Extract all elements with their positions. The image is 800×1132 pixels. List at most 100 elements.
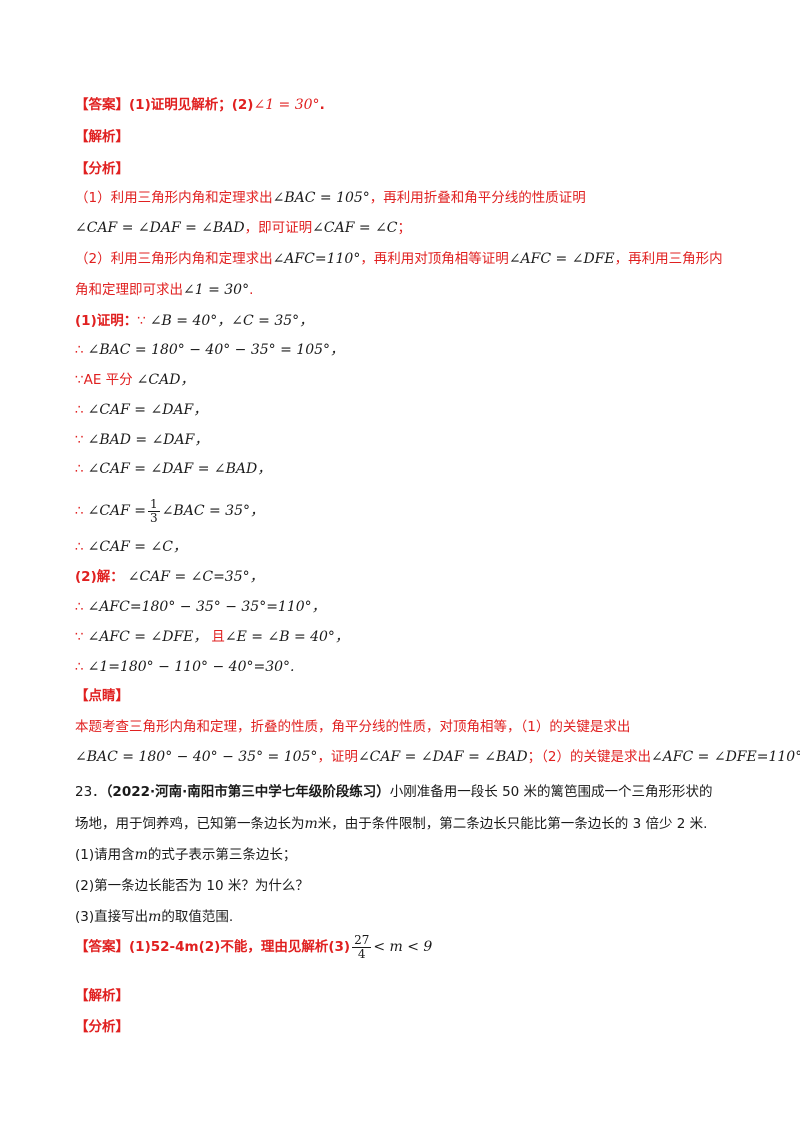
since-symbol: ∵ <box>75 432 84 448</box>
answer-end: . <box>319 97 325 113</box>
fraction-numerator: 27 <box>352 932 372 948</box>
therefore-symbol: ∴ <box>75 503 84 519</box>
analysis-2-line-1: （2）利用三角形内角和定理求出∠AFC=110°，再利用对顶角相等证明∠AFC … <box>75 249 723 269</box>
analysis-math: ∠CAF = ∠DAF = ∠BAD <box>75 220 245 236</box>
q23-jiexi-heading: 【解析】 <box>75 988 129 1004</box>
proof-math: ∠1=180° − 110° − 40°=30°. <box>87 659 295 675</box>
sub-question-3: (3)直接写出m的取值范围. <box>75 907 233 927</box>
proof-math: ∠CAF = ∠DAF， <box>87 402 208 418</box>
proof-math: ∠AFC=180° − 35° − 35°=110°， <box>87 599 326 615</box>
answer-math: < m < 9 <box>373 939 433 955</box>
proof-step: ∵AE 平分 ∠CAD， <box>75 370 194 390</box>
answer-tag: 【答案】 <box>75 939 129 955</box>
proof-step: ∴ ∠BAC = 180° − 40° − 35° = 105°， <box>75 340 344 360</box>
since-symbol: ∵ <box>75 629 84 645</box>
analysis-text: 角和定理即可求出 <box>75 282 183 298</box>
dianjing-line-1: 本题考查三角形内角和定理，折叠的性质，角平分线的性质，对顶角相等，（1）的关键是… <box>75 719 631 735</box>
therefore-symbol: ∴ <box>75 539 84 555</box>
proof-step-fraction: ∴ ∠CAF = 1 3 ∠BAC = 35°， <box>75 496 264 526</box>
fraction-27-4: 27 4 <box>352 932 372 961</box>
proof-math: ∠BAC = 180° − 40° − 35° = 105°， <box>87 342 345 358</box>
proof-math: ∠BAC = 35°， <box>161 503 264 519</box>
fenxi-heading: 【分析】 <box>75 161 129 177</box>
dianjing-math: ∠CAF = ∠DAF = ∠BAD <box>357 749 528 765</box>
analysis-2-line-2: 角和定理即可求出∠1 = 30°. <box>75 280 253 300</box>
analysis-math: ∠AFC=110° <box>272 251 361 267</box>
analysis-text: ，再利用对顶角相等证明 <box>360 251 509 267</box>
analysis-text: （2）利用三角形内角和定理求出 <box>75 251 273 267</box>
dianjing-text: ，证明 <box>317 749 358 765</box>
proof-2-line: (2)解： ∠CAF = ∠C=35°， <box>75 567 264 587</box>
jiexi-heading: 【解析】 <box>75 129 129 145</box>
therefore-symbol: ∴ <box>75 599 84 615</box>
therefore-symbol: ∴ <box>75 402 84 418</box>
analysis-math: ∠CAF = ∠C <box>312 220 398 236</box>
proof-1-line: (1)证明：∵ ∠B = 40°，∠C = 35°， <box>75 311 313 331</box>
question-stem: 米，由于条件限制，第二条边长只能比第一条边长的 3 倍少 2 米. <box>317 816 708 832</box>
analysis-text: ； <box>397 220 412 236</box>
answer-text: (1)52-4m(2)不能，理由见解析(3) <box>129 939 351 955</box>
proof-math: ∠B = 40°，∠C = 35°， <box>149 313 314 329</box>
fraction-denominator: 3 <box>150 510 158 525</box>
dianjing-heading: 【点睛】 <box>75 688 129 704</box>
variable-m: m <box>148 909 162 925</box>
question-23-line-1: 23．（2022·河南·南阳市第三中学七年级阶段练习）小刚准备用一段长 50 米… <box>75 782 713 802</box>
proof-math: ∠AFC = ∠DFE， <box>87 629 208 645</box>
fraction-numerator: 1 <box>148 496 160 512</box>
q23-fenxi-heading: 【分析】 <box>75 1019 129 1035</box>
analysis-text: ，即可证明 <box>244 220 313 236</box>
analysis-math: ∠BAC = 105° <box>272 190 370 206</box>
therefore-symbol: ∴ <box>75 342 84 358</box>
dianjing-math: ∠AFC = ∠DFE=110° <box>650 749 800 765</box>
analysis-math: ∠1 = 30° <box>183 282 250 298</box>
sub-question-2: (2)第一条边长能否为 10 米？为什么？ <box>75 878 309 894</box>
proof-step: ∵ ∠AFC = ∠DFE， 且∠E = ∠B = 40°， <box>75 627 349 647</box>
proof-step: ∴ ∠CAF = ∠DAF， <box>75 400 207 420</box>
question-23-line-2: 场地，用于饲养鸡，已知第一条边长为m米，由于条件限制，第二条边长只能比第一条边长… <box>75 814 707 834</box>
question-text: 的式子表示第三条边长； <box>147 847 297 863</box>
proof-step: ∴ ∠AFC=180° − 35° − 35°=110°， <box>75 597 326 617</box>
q23-answer-line: 【答案】(1)52-4m(2)不能，理由见解析(3) 27 4 < m < 9 <box>75 932 432 962</box>
answer-line: 【答案】(1)证明见解析；(2)∠1 = 30°. <box>75 95 325 115</box>
analysis-text: （1）利用三角形内角和定理求出 <box>75 190 273 206</box>
analysis-text: ，再利用折叠和角平分线的性质证明 <box>369 190 586 206</box>
question-text: (1)请用含 <box>75 847 135 863</box>
question-text: 的取值范围. <box>161 909 234 925</box>
variable-m: m <box>304 816 318 832</box>
question-text: (3)直接写出 <box>75 909 149 925</box>
proof-step: ∵ ∠BAD = ∠DAF， <box>75 430 208 450</box>
variable-m: m <box>134 847 148 863</box>
dianjing-math: ∠BAC = 180° − 40° − 35° = 105° <box>75 749 318 765</box>
proof-math: ∠CAD， <box>136 372 195 388</box>
proof-text: 且 <box>211 629 225 645</box>
proof-step: ∴ ∠CAF = ∠C， <box>75 537 187 557</box>
question-source: （2022·河南·南阳市第三中学七年级阶段练习） <box>105 784 390 800</box>
question-stem: 小刚准备用一段长 50 米的篱笆围成一个三角形形状的 <box>389 784 713 800</box>
analysis-1-line-2: ∠CAF = ∠DAF = ∠BAD，即可证明∠CAF = ∠C； <box>75 218 411 238</box>
answer-text: (1)证明见解析；(2) <box>129 97 254 113</box>
proof-text: AE 平分 <box>83 372 133 388</box>
analysis-math: ∠AFC = ∠DFE <box>508 251 615 267</box>
analysis-text: . <box>249 282 254 298</box>
proof-math: ∠CAF = ∠C， <box>87 539 187 555</box>
proof-label: (2)解： <box>75 569 124 585</box>
since-symbol: ∵ <box>75 372 84 388</box>
therefore-symbol: ∴ <box>75 461 84 477</box>
proof-math: ∠CAF = ∠C=35°， <box>127 569 264 585</box>
analysis-text: ，再利用三角形内 <box>614 251 723 267</box>
sub-question-1: (1)请用含m的式子表示第三条边长； <box>75 845 296 865</box>
analysis-1-line-1: （1）利用三角形内角和定理求出∠BAC = 105°，再利用折叠和角平分线的性质… <box>75 188 586 208</box>
proof-math: ∠CAF = <box>87 503 147 519</box>
dianjing-line-2: ∠BAC = 180° − 40° − 35° = 105°，证明∠CAF = … <box>75 747 800 767</box>
answer-math: ∠1 = 30° <box>253 97 320 113</box>
question-number: 23． <box>75 784 106 800</box>
proof-label: (1)证明： <box>75 313 138 329</box>
proof-step: ∴ ∠CAF = ∠DAF = ∠BAD， <box>75 459 271 479</box>
proof-step: ∴ ∠1=180° − 110° − 40°=30°. <box>75 657 294 677</box>
proof-math: ∠BAD = ∠DAF， <box>87 432 209 448</box>
proof-math: ∠CAF = ∠DAF = ∠BAD， <box>87 461 272 477</box>
answer-tag: 【答案】 <box>75 97 129 113</box>
since-symbol: ∵ <box>137 313 146 329</box>
